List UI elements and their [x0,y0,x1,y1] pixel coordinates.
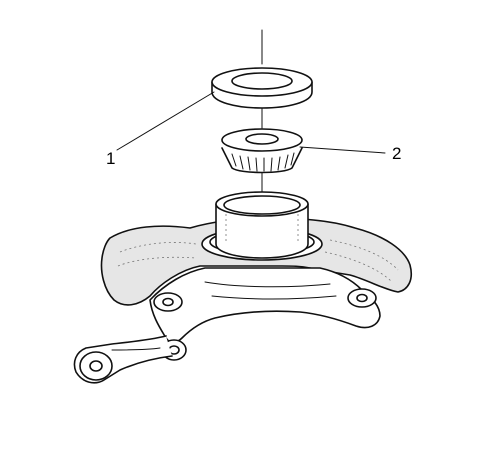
knuckle-body [149,267,381,344]
seal [211,67,313,109]
bearing-bore [245,133,279,145]
mount-hole-right [356,293,368,303]
hub-bore [215,203,309,259]
leader-line-1 [116,91,215,151]
bearing-rollers [231,152,295,172]
callout-1: 1 [106,149,115,168]
steering-knuckle [73,191,413,384]
callout-2: 2 [392,144,401,163]
tie-rod-hole [89,360,103,372]
tapered-roller-bearing [221,128,303,174]
mount-hole-left [162,297,174,307]
seal-inner [231,72,293,90]
hub-bore-inner [223,195,301,215]
leader-line-2 [299,146,386,154]
